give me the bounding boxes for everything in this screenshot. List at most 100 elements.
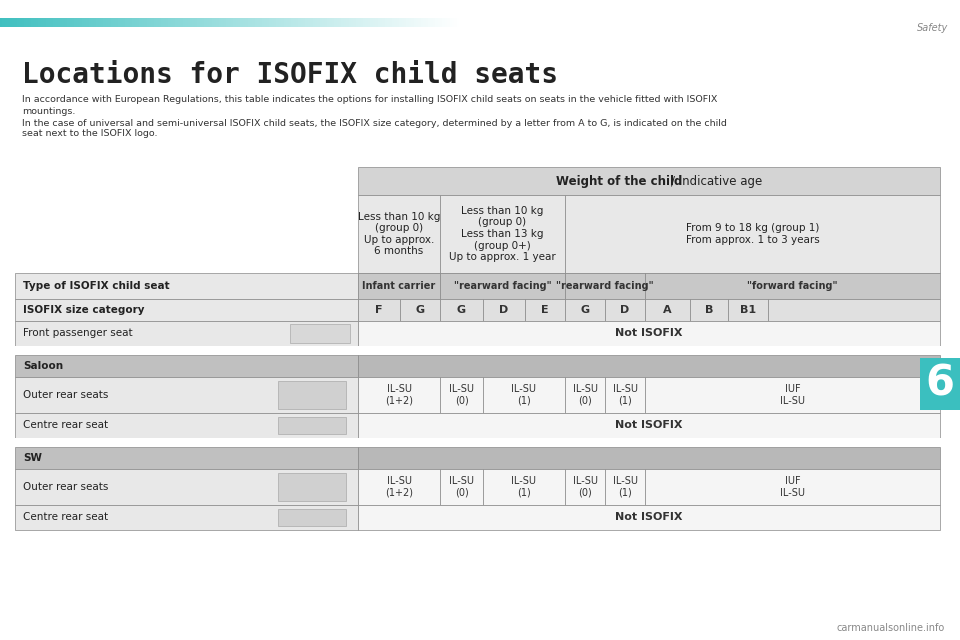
Bar — [15, 469, 358, 505]
Text: IL-SU
(1+2): IL-SU (1+2) — [385, 476, 413, 498]
Text: B1: B1 — [740, 305, 756, 315]
Bar — [381, 18, 382, 27]
Bar — [343, 18, 344, 27]
Bar — [81, 18, 82, 27]
Bar — [354, 18, 355, 27]
Text: Front passenger seat: Front passenger seat — [23, 328, 132, 339]
Bar — [299, 18, 300, 27]
Bar — [358, 273, 440, 299]
Bar — [102, 18, 103, 27]
Bar — [66, 18, 67, 27]
Bar — [346, 18, 347, 27]
Bar — [225, 18, 226, 27]
Bar — [286, 18, 287, 27]
Bar — [920, 358, 960, 410]
Bar — [9, 18, 10, 27]
Bar — [45, 18, 46, 27]
Bar — [262, 18, 263, 27]
Bar — [337, 18, 338, 27]
Bar — [429, 18, 430, 27]
Bar — [140, 18, 141, 27]
Bar — [397, 18, 398, 27]
Bar — [49, 18, 50, 27]
Bar — [441, 18, 442, 27]
Text: In the case of universal and semi-universal ISOFIX child seats, the ISOFIX size : In the case of universal and semi-univer… — [22, 118, 727, 127]
Bar — [369, 18, 370, 27]
Bar — [155, 18, 156, 27]
Bar — [340, 18, 341, 27]
Bar — [415, 18, 416, 27]
Bar — [22, 18, 23, 27]
Bar — [450, 18, 451, 27]
Bar — [483, 377, 565, 413]
Bar — [565, 299, 605, 321]
Bar — [240, 18, 241, 27]
Bar — [360, 18, 361, 27]
Bar — [23, 18, 24, 27]
Bar — [272, 18, 273, 27]
Bar — [20, 18, 21, 27]
Bar — [97, 18, 98, 27]
Bar — [276, 18, 277, 27]
Bar — [458, 18, 459, 27]
Bar — [406, 18, 407, 27]
Bar — [189, 18, 190, 27]
Bar — [409, 18, 410, 27]
Bar — [123, 18, 124, 27]
Bar — [237, 18, 238, 27]
Bar — [71, 18, 72, 27]
Bar — [434, 18, 435, 27]
Bar — [431, 18, 432, 27]
Text: "forward facing": "forward facing" — [747, 281, 838, 291]
Bar — [239, 18, 240, 27]
Bar — [318, 18, 319, 27]
Bar — [132, 18, 133, 27]
Bar — [131, 18, 132, 27]
Bar — [160, 18, 161, 27]
Bar — [291, 18, 292, 27]
Bar — [383, 18, 384, 27]
Bar — [418, 18, 419, 27]
Bar — [645, 299, 690, 321]
Bar — [172, 18, 173, 27]
Bar — [125, 18, 126, 27]
Bar — [264, 18, 265, 27]
Bar — [6, 18, 7, 27]
Bar — [219, 18, 220, 27]
Bar — [75, 18, 76, 27]
Bar — [36, 18, 37, 27]
Bar — [414, 18, 415, 27]
Bar — [312, 18, 313, 27]
Bar — [525, 299, 565, 321]
Bar — [29, 18, 30, 27]
Bar — [48, 18, 49, 27]
Bar — [105, 18, 106, 27]
Bar — [39, 18, 40, 27]
Bar — [114, 18, 115, 27]
Bar — [184, 18, 185, 27]
Bar — [115, 18, 116, 27]
Bar — [362, 18, 363, 27]
Bar — [305, 18, 306, 27]
Bar — [565, 469, 605, 505]
Bar — [394, 18, 395, 27]
Bar — [447, 18, 448, 27]
Bar — [253, 18, 254, 27]
Bar — [112, 18, 113, 27]
Bar — [37, 18, 38, 27]
Bar — [101, 18, 102, 27]
Bar — [402, 18, 403, 27]
Bar — [3, 18, 4, 27]
Bar — [256, 18, 257, 27]
Bar — [380, 18, 381, 27]
Bar — [142, 18, 143, 27]
Bar — [231, 18, 232, 27]
Bar — [422, 18, 423, 27]
Text: mountings.: mountings. — [22, 106, 76, 115]
Bar — [70, 18, 71, 27]
Bar — [24, 18, 25, 27]
Bar — [268, 18, 269, 27]
Text: Locations for ISOFIX child seats: Locations for ISOFIX child seats — [22, 61, 558, 89]
Bar — [103, 18, 104, 27]
Text: IL-SU
(1): IL-SU (1) — [512, 384, 537, 406]
